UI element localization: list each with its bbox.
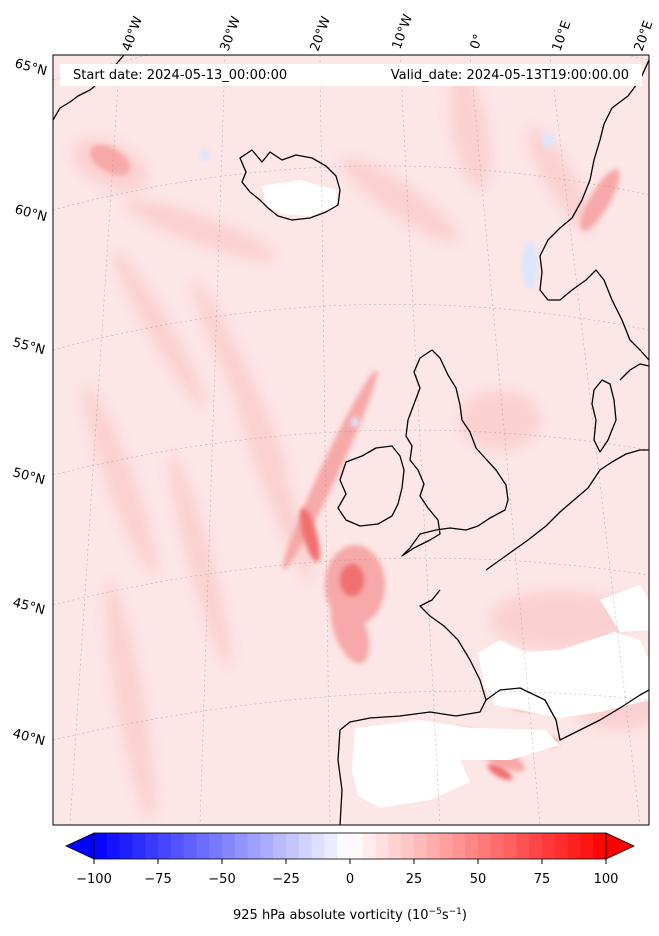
lat-label-50n: 50°N — [11, 465, 47, 488]
great-britain-coast — [401, 349, 509, 557]
valid-date-text: Valid_date: 2024-05-13T19:00:00.00 — [391, 68, 629, 83]
map-panel: Start date: 2024-05-13_00:00:00 Valid_da… — [52, 54, 650, 826]
colorbar-cell — [286, 833, 300, 859]
colorbar-tick-label: 0 — [346, 872, 354, 887]
lon-label-10w: 10°W — [390, 12, 416, 51]
lon-label-20w: 20°W — [308, 14, 334, 53]
lon-label-40w: 40°W — [120, 14, 146, 53]
colorbar-cell — [452, 833, 466, 859]
lon-label-30w: 30°W — [218, 14, 244, 53]
colorbar-cell — [298, 833, 313, 859]
colorbar-cell — [337, 833, 351, 859]
colorbar-cell — [401, 833, 415, 859]
colorbar-cell — [311, 833, 325, 859]
vorticity-positive-light — [72, 70, 649, 819]
colorbar-tick-label: 100 — [594, 872, 619, 887]
colorbar-cell — [529, 833, 543, 859]
colorbar-cell — [324, 833, 338, 859]
colorbar-cell — [260, 833, 274, 859]
latitude-labels: 65°N 60°N 55°N 50°N 45°N 40°N — [11, 56, 49, 749]
colorbar-cell — [106, 833, 121, 859]
longitude-labels: 40°W 30°W 20°W 10°W 0° 10°E 20°E — [120, 12, 657, 53]
colorbar-cell — [209, 833, 223, 859]
graticule-lines — [53, 55, 649, 825]
colorbar: −100 −75 −50 −25 0 25 50 75 100 925 hPa absolute… — [65, 832, 635, 923]
colorbar-cell — [170, 833, 185, 859]
colorbar-cell — [516, 833, 530, 859]
colorbar-cell — [414, 833, 428, 859]
colorbar-color-cells — [94, 833, 607, 859]
colorbar-ticks: −100 −75 −50 −25 0 25 50 75 100 — [76, 859, 618, 887]
colorbar-cell — [196, 833, 210, 859]
vorticity-positive-strong — [300, 507, 558, 781]
colorbar-cell — [362, 833, 377, 859]
colorbar-tick-label: −100 — [76, 872, 112, 887]
colorbar-cell — [119, 833, 133, 859]
colorbar-tick-label: 25 — [406, 872, 423, 887]
denmark-coast — [591, 379, 617, 453]
france-iberia-coast — [337, 589, 487, 825]
colorbar-tick-label: −50 — [208, 872, 235, 887]
vorticity-negative-light — [200, 132, 554, 427]
colorbar-cell — [132, 833, 146, 859]
colorbar-cell — [247, 833, 261, 859]
colorbar-tick-label: −75 — [144, 872, 171, 887]
date-header-band — [60, 64, 642, 86]
lat-label-55n: 55°N — [11, 335, 47, 358]
lat-label-45n: 45°N — [11, 595, 47, 618]
colorbar-cell — [478, 833, 492, 859]
colorbar-tick-label: −25 — [272, 872, 299, 887]
colorbar-cell — [145, 833, 159, 859]
lat-label-60n: 60°N — [13, 202, 49, 225]
ireland-coast — [337, 445, 405, 527]
colorbar-cell — [158, 833, 172, 859]
start-date-text: Start date: 2024-05-13_00:00:00 — [73, 68, 287, 83]
colorbar-cell — [542, 833, 556, 859]
colorbar-cell — [388, 833, 402, 859]
coastlines — [53, 55, 649, 825]
map-frame — [52, 54, 650, 826]
sweden-coast — [619, 363, 649, 381]
colorbar-cell — [580, 833, 594, 859]
colorbar-cell — [503, 833, 517, 859]
lon-label-0: 0° — [468, 32, 487, 51]
lon-label-10e: 10°E — [550, 19, 575, 54]
colorbar-cell — [350, 833, 364, 859]
colorbar-label: 925 hPa absolute vorticity (10−5s−1) — [233, 907, 467, 923]
colorbar-cell — [222, 833, 236, 859]
colorbar-tick-label: 50 — [470, 872, 487, 887]
colorbar-min-extension — [65, 832, 95, 860]
mediterranean-coast — [485, 687, 649, 741]
vorticity-field — [53, 55, 649, 825]
colorbar-tick-label: 75 — [534, 872, 551, 887]
lon-label-20e: 20°E — [632, 19, 657, 54]
colorbar-cell — [94, 833, 108, 859]
colorbar-cell — [567, 833, 581, 859]
masked-land-areas — [262, 180, 649, 808]
lat-label-40n: 40°N — [11, 726, 47, 749]
colorbar-cell — [375, 833, 389, 859]
colorbar-cell — [465, 833, 479, 859]
continental-north-coast — [485, 449, 649, 571]
colorbar-cell — [593, 833, 607, 859]
colorbar-cell — [490, 833, 505, 859]
colorbar-cell — [426, 833, 441, 859]
colorbar-cell — [183, 833, 197, 859]
colorbar-cell — [273, 833, 287, 859]
norway-coast — [539, 59, 649, 361]
iceland-coast — [239, 149, 341, 221]
colorbar-cell — [439, 833, 453, 859]
colorbar-cell — [554, 833, 569, 859]
colorbar-max-extension — [605, 832, 635, 860]
lat-label-65n: 65°N — [13, 56, 49, 79]
colorbar-cell — [234, 833, 249, 859]
